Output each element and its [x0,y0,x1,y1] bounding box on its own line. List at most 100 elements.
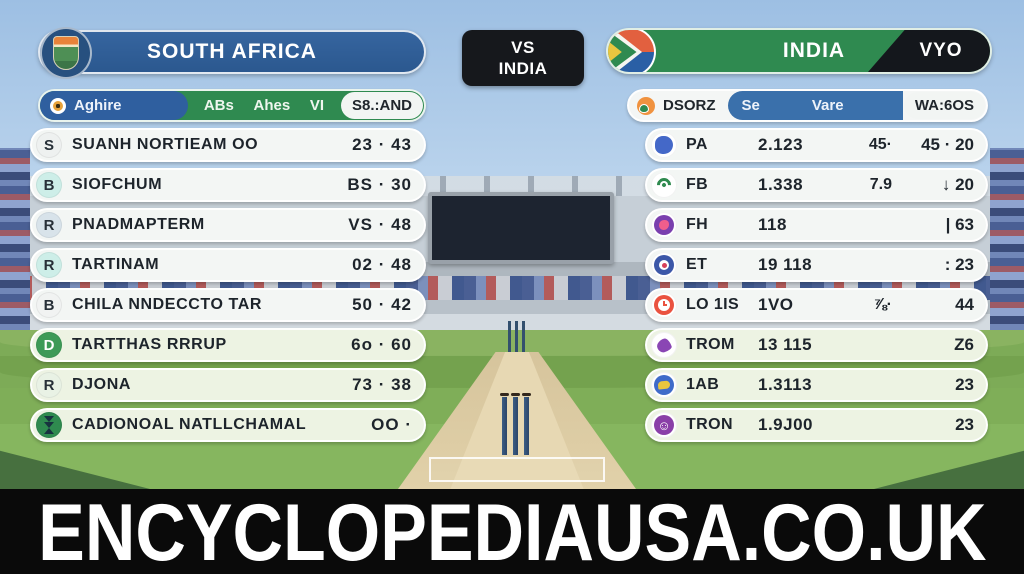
player-badge: D [36,332,62,358]
column-label: ABs [203,97,234,114]
site-banner-text: ENCYCLOPEDIAUSA.CO.UK [37,486,987,574]
crowd-right [990,148,1024,338]
player-name: DJONA [72,376,132,393]
header-corner-tag: VYO [868,30,990,72]
table-row: R DJONA 73 · 38 [30,368,426,402]
left-header-pill: S8.:AND [340,92,423,119]
table-row: CADIONOAL NATLLCHAMAL OO · [30,408,426,442]
south-africa-flag-icon [608,30,656,72]
stat-value: 1.9J00 [758,415,813,434]
vs-team-label: INDIA [498,59,548,78]
player-badge: S [36,132,62,158]
table-row: ☺ TRON 1.9J00 23 [645,408,988,442]
table-row: TROM 13 115 Z6 [645,328,988,362]
left-header-columns: ABs Ahes VI [188,91,340,120]
team-header-south-africa: SOUTH AFRICA [38,27,426,79]
table-row: S SUANH NORTIEAM OO 23 · 43 [30,128,426,162]
right-header-pill: WA:6OS [903,92,985,119]
left-header-primary: Aghire [40,91,188,120]
wifi-leaf-icon [651,172,677,198]
player-name: CHILA NNDECCTO TAR [72,296,263,313]
player-name: SUANH NORTIEAM OO [72,136,259,153]
column-label: Aghire [74,97,122,114]
table-row: B SIOFCHUM BS · 30 [30,168,426,202]
stat-label: FB [686,176,709,193]
table-row: ET 19 118 : 23 [645,248,988,282]
stat-value: 23 [955,375,974,394]
target-icon [651,252,677,278]
player-badge: R [36,372,62,398]
table-row: R TARTINAM 02 · 48 [30,248,426,282]
clock-icon [651,292,677,318]
table-row: FB 1.338 7.9 ↓ 20 [645,168,988,202]
player-name: TARTINAM [72,256,160,273]
column-label: Vare [811,97,844,114]
player-badge: R [36,252,62,278]
player-stat: 6o · 60 [351,335,412,354]
team-name: INDIA [782,39,846,62]
smiley-icon: ☺ [651,412,677,438]
player-stat: VS · 48 [348,215,412,234]
stat-value: ⅞· [873,296,892,313]
player-stat: 02 · 48 [352,255,412,274]
stat-value: 7.9 [869,176,892,193]
table-row: LO 1IS 1VO ⅞· 44 [645,288,988,322]
south-africa-crest-icon [40,27,92,79]
table-row: B CHILA NNDECCTO TAR 50 · 42 [30,288,426,322]
stat-value: Z6 [954,335,974,354]
column-label: Ahes [253,97,291,114]
stumps-far [506,321,527,352]
right-table-header: DSORZ Se Vare WA:6OS [627,89,988,122]
stat-value: 19 118 [758,255,813,274]
table-row: D TARTTHAS RRRUP 6o · 60 [30,328,426,362]
stat-value: 45 · 20 [921,135,974,154]
stat-value: 118 [758,215,787,234]
stadium-big-screen [428,192,614,264]
player-stat: OO · [371,415,412,434]
player-name: SIOFCHUM [72,176,163,193]
table-row: R PNADMAPTERM VS · 48 [30,208,426,242]
player-name: CADIONOAL NATLLCHAMAL [72,416,307,433]
site-banner: ENCYCLOPEDIAUSA.CO.UK [0,486,1024,574]
player-badge: B [36,172,62,198]
player-stat: 50 · 42 [352,295,412,314]
stat-value: 1VO [758,295,794,314]
player-name: TARTTHAS RRRUP [72,336,227,353]
column-label: VI [309,97,325,114]
player-badge: B [36,292,62,318]
stat-label: TRON [686,416,733,433]
right-header-columns: Se Vare [727,91,903,120]
horn-icon [651,332,677,358]
column-label: Se [741,97,760,114]
player-stat: BS · 30 [347,175,412,194]
stat-label: ET [686,256,708,273]
stat-value: ↓ 20 [941,175,974,194]
column-label: DSORZ [663,97,716,114]
stumps-near [499,393,532,455]
vs-label: VS [511,37,535,57]
table-row: PA 2.123 45· 45 · 20 [645,128,988,162]
corner-label: VYO [919,40,963,61]
team-header-india: INDIA VYO [606,28,992,74]
stat-label: FH [686,216,709,233]
stat-label: TROM [686,336,735,353]
stat-value: | 63 [945,215,974,234]
stat-value: 13 115 [758,335,813,354]
vs-badge: VS INDIA [462,30,584,86]
stat-value: 45· [868,136,892,153]
sun-badge-icon [50,97,66,114]
player-stat: 73 · 38 [352,375,412,394]
stat-value: 1.3113 [758,375,813,394]
stat-value: 2.123 [758,135,804,154]
trophy-icon [44,416,54,428]
left-table-header: Aghire ABs Ahes VI S8.:AND [38,89,426,122]
stat-value: : 23 [944,255,974,274]
table-row: 1AB 1.3113 23 [645,368,988,402]
player-stat: 23 · 43 [352,135,412,154]
stat-label: LO 1IS [686,296,740,313]
stat-value: 1.338 [758,175,804,194]
stat-label: 1AB [686,376,720,393]
team-name: SOUTH AFRICA [147,40,317,63]
table-row: FH 118 | 63 [645,208,988,242]
